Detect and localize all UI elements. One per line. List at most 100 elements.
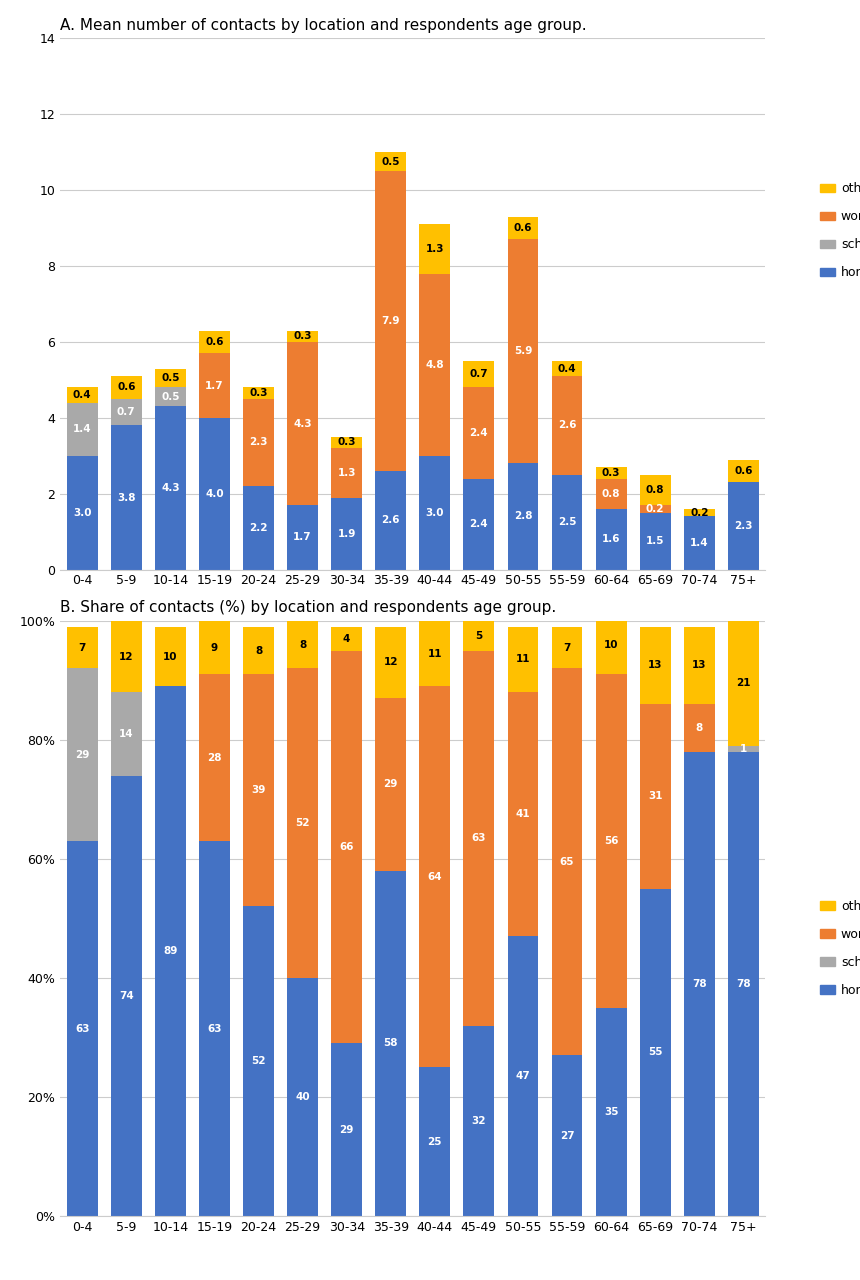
Bar — [551, 475, 582, 570]
Bar — [640, 506, 671, 513]
Bar — [728, 746, 759, 751]
Bar — [67, 388, 98, 403]
Bar — [596, 479, 627, 509]
Bar — [507, 239, 538, 463]
Bar — [464, 479, 494, 570]
Bar — [684, 751, 715, 1216]
Bar — [199, 621, 230, 675]
Text: 63: 63 — [207, 1024, 222, 1033]
Bar — [596, 614, 627, 675]
Text: 5.9: 5.9 — [513, 347, 532, 356]
Bar — [375, 627, 406, 698]
Text: 5: 5 — [476, 631, 482, 641]
Text: 35: 35 — [604, 1107, 618, 1117]
Bar — [287, 978, 318, 1216]
Bar — [199, 841, 230, 1216]
Text: 0.3: 0.3 — [293, 332, 312, 342]
Bar — [684, 704, 715, 751]
Text: 3.8: 3.8 — [117, 493, 136, 503]
Text: 1.7: 1.7 — [206, 380, 224, 390]
Bar — [287, 621, 318, 668]
Bar — [684, 516, 715, 570]
Text: 4: 4 — [343, 634, 350, 644]
Bar — [507, 692, 538, 936]
Text: 29: 29 — [75, 750, 89, 760]
Bar — [420, 456, 451, 570]
Text: 0.3: 0.3 — [602, 468, 620, 477]
Text: 1.9: 1.9 — [337, 529, 356, 539]
Text: 1.3: 1.3 — [426, 244, 444, 253]
Bar — [243, 399, 274, 486]
Text: 2.3: 2.3 — [734, 521, 752, 531]
Text: 0.7: 0.7 — [470, 369, 488, 379]
Bar — [243, 388, 274, 399]
Text: 3.0: 3.0 — [73, 508, 91, 517]
Text: 41: 41 — [516, 809, 531, 819]
Text: 66: 66 — [340, 842, 354, 852]
Bar — [640, 513, 671, 570]
Bar — [640, 888, 671, 1216]
Bar — [464, 388, 494, 479]
Bar — [287, 506, 318, 570]
Text: 0.8: 0.8 — [646, 485, 665, 495]
Bar — [111, 692, 142, 776]
Text: 2.2: 2.2 — [249, 522, 267, 532]
Text: 39: 39 — [251, 786, 266, 795]
Bar — [596, 675, 627, 1007]
Bar — [464, 1025, 494, 1216]
Text: 31: 31 — [648, 791, 662, 801]
Text: 89: 89 — [163, 946, 177, 956]
Text: 0.6: 0.6 — [206, 337, 224, 347]
Legend: other, work, school, home: other, work, school, home — [814, 178, 860, 284]
Text: 10: 10 — [163, 652, 178, 662]
Text: 12: 12 — [119, 652, 133, 662]
Bar — [420, 621, 451, 686]
Text: 2.4: 2.4 — [470, 520, 488, 529]
Text: 1.6: 1.6 — [602, 534, 620, 544]
Text: 4.3: 4.3 — [293, 419, 312, 429]
Text: 2.8: 2.8 — [513, 512, 532, 521]
Bar — [243, 675, 274, 906]
Bar — [728, 751, 759, 1216]
Bar — [331, 498, 362, 570]
Text: 56: 56 — [604, 836, 618, 846]
Text: 0.6: 0.6 — [117, 383, 136, 393]
Bar — [728, 621, 759, 746]
Text: 0.4: 0.4 — [558, 364, 576, 374]
Bar — [420, 274, 451, 456]
Text: 0.8: 0.8 — [602, 489, 620, 499]
Text: 28: 28 — [207, 753, 222, 763]
Text: 8: 8 — [696, 723, 703, 733]
Bar — [375, 152, 406, 172]
Bar — [331, 627, 362, 650]
Bar — [155, 686, 186, 1216]
Text: 40: 40 — [295, 1092, 310, 1102]
Text: 78: 78 — [736, 979, 751, 989]
Text: 0.5: 0.5 — [161, 372, 180, 383]
Text: 11: 11 — [427, 649, 442, 658]
Bar — [243, 486, 274, 570]
Text: 7: 7 — [78, 643, 86, 653]
Bar — [67, 456, 98, 570]
Bar — [111, 776, 142, 1216]
Text: A. Mean number of contacts by location and respondents age group.: A. Mean number of contacts by location a… — [60, 18, 587, 33]
Bar — [199, 353, 230, 417]
Text: 1.3: 1.3 — [337, 468, 356, 477]
Bar — [67, 627, 98, 668]
Text: 0.2: 0.2 — [690, 508, 709, 517]
Text: 1.4: 1.4 — [690, 538, 709, 548]
Text: 8: 8 — [255, 645, 262, 655]
Text: 25: 25 — [427, 1137, 442, 1147]
Bar — [199, 675, 230, 841]
Bar — [111, 376, 142, 399]
Text: 12: 12 — [384, 658, 398, 667]
Legend: other, work, school, home: other, work, school, home — [814, 895, 860, 1002]
Text: 0.2: 0.2 — [646, 504, 665, 513]
Bar — [464, 361, 494, 388]
Bar — [640, 704, 671, 888]
Text: 2.5: 2.5 — [558, 517, 576, 527]
Text: 32: 32 — [471, 1116, 486, 1126]
Bar — [111, 621, 142, 692]
Text: 2.3: 2.3 — [249, 438, 267, 448]
Bar — [331, 448, 362, 498]
